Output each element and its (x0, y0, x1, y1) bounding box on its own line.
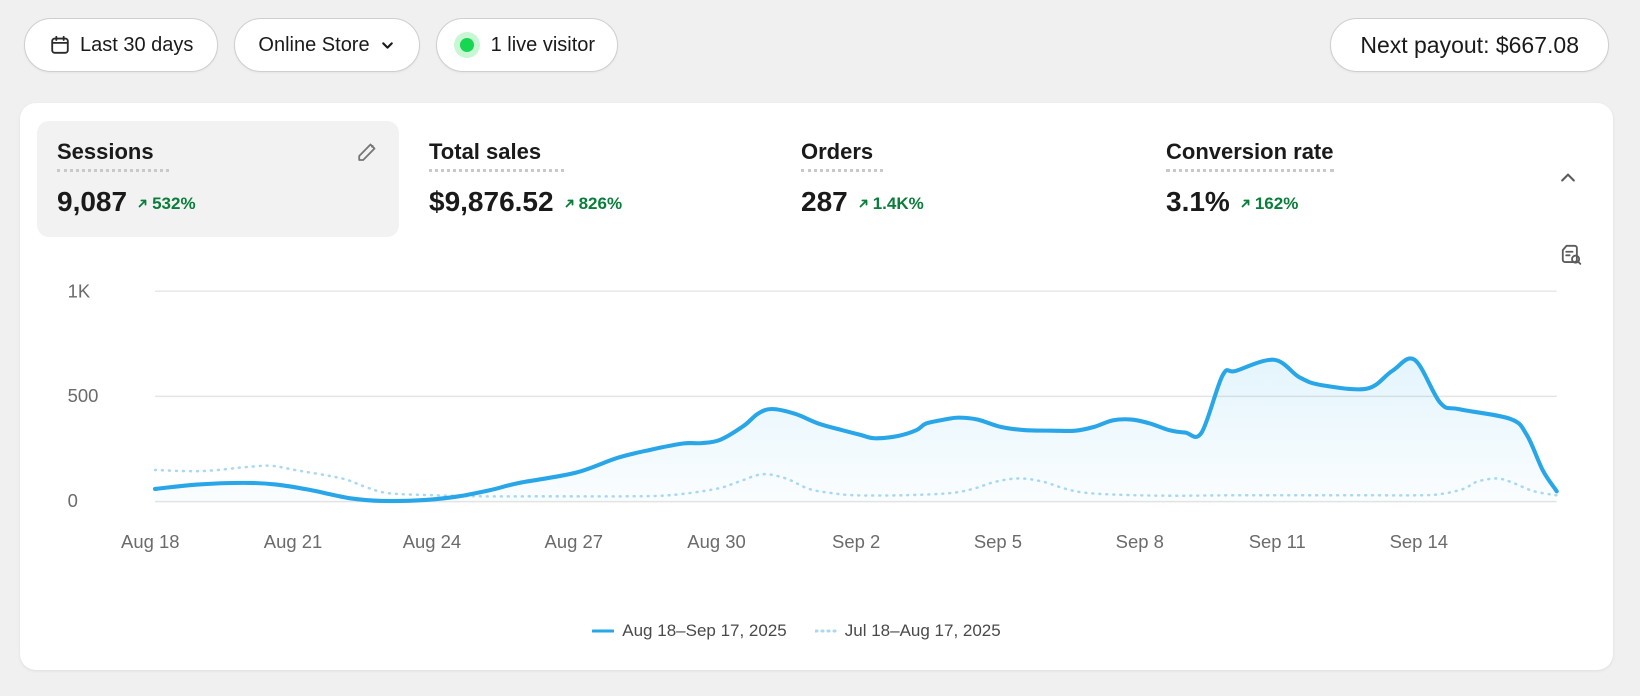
svg-text:Aug 30: Aug 30 (687, 531, 745, 552)
svg-text:Aug 21: Aug 21 (264, 531, 322, 552)
svg-text:500: 500 (68, 385, 99, 406)
svg-text:1K: 1K (68, 280, 91, 301)
svg-text:Sep 14: Sep 14 (1390, 531, 1448, 552)
svg-text:Aug 24: Aug 24 (403, 531, 461, 552)
svg-text:Sep 2: Sep 2 (832, 531, 880, 552)
svg-text:Aug 18: Aug 18 (121, 531, 179, 552)
svg-text:Aug 27: Aug 27 (545, 531, 603, 552)
svg-text:Sep 8: Sep 8 (1116, 531, 1164, 552)
svg-text:Sep 5: Sep 5 (974, 531, 1022, 552)
svg-text:Sep 11: Sep 11 (1249, 531, 1306, 552)
svg-text:0: 0 (68, 490, 78, 511)
